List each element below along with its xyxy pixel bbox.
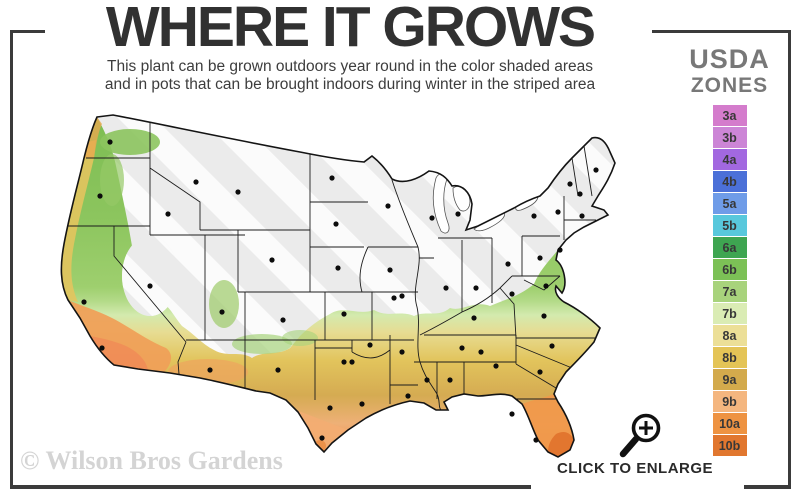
zone-label: 5a [722,196,737,211]
watermark: © Wilson Bros Gardens [20,446,283,475]
zone-swatch: 6a [712,237,747,258]
zone-label: 6b [722,262,737,277]
zone-swatch: 9a [712,369,747,390]
state-borders [61,116,598,413]
zone-label: 10a [719,416,740,431]
zone-label: 8a [722,328,737,343]
oregon-green-patch [100,154,124,206]
zone-swatch: 3b [712,127,747,148]
subtitle: This plant can be grown outdoors year ro… [0,58,700,94]
zone-swatch: 10a [712,413,747,434]
subtitle-line-1: This plant can be grown outdoors year ro… [107,58,593,75]
zone-swatch: 3a [712,105,747,126]
zone-swatch: 8a [712,325,747,346]
zone-swatch: 10b [712,435,747,456]
zone-swatch: 5a [712,193,747,214]
zone-swatch: 5b [712,215,747,236]
zone-label: 9a [722,372,737,387]
zone-label: 7b [722,306,737,321]
washington-coast-strip [84,117,102,158]
frame-top-left [10,30,45,33]
nevada-gray-stripes [122,236,178,316]
magnifier-icon[interactable] [616,406,668,460]
zone-swatch: 9b [712,391,747,412]
zone-list: 3a 3b 4a 4b 5a 5b 6a 6b 7a 7b [685,105,774,456]
arizona-orange-region [168,359,248,385]
zone-label: 3b [722,130,737,145]
zone-label: 5b [722,218,737,233]
zone-swatch: 4a [712,149,747,170]
pacific-coast-gold-strip [61,140,96,302]
frame-bottom-left [10,485,531,489]
legend-title-zones: ZONES [690,74,769,97]
socal-salmon-region [90,336,148,370]
city-dots [81,139,599,443]
zone-label: 3a [722,108,737,123]
frame-right [788,30,791,489]
zone-label: 8b [722,350,737,365]
map-fill-layers [61,115,616,457]
new-mexico-green-patch [232,334,292,354]
zone-swatch: 8b [712,347,747,368]
texas-tip-region [314,440,326,452]
washington-green-patch [100,129,160,155]
zone-swatch: 7b [712,303,747,324]
frame-bottom-right [744,485,791,489]
california-orange-region [68,300,172,372]
legend-title-usda: USDA [689,44,770,74]
zone-swatch: 6b [712,259,747,280]
zone-label: 7a [722,284,737,299]
zone-swatch: 7a [712,281,747,302]
zone-label: 10b [718,438,741,453]
zone-label: 9b [722,394,737,409]
subtitle-line-2: and in pots that can be brought indoors … [104,76,596,93]
frame-top-right [652,30,791,33]
zone-label: 6a [722,240,737,255]
zone-swatch: 4b [712,171,747,192]
page-title: WHERE IT GROWS [105,0,596,59]
usda-zones-legend: USDA ZONES 3a 3b 4a 4b 5a 5b 6a 6b [685,44,774,457]
zone-label: 4b [722,174,737,189]
colorado-green-patch [282,330,318,346]
frame-left [10,30,13,489]
click-to-enlarge-button[interactable]: CLICK TO ENLARGE [556,460,714,477]
utah-green-patch [209,280,239,328]
zone-label: 4a [722,152,737,167]
